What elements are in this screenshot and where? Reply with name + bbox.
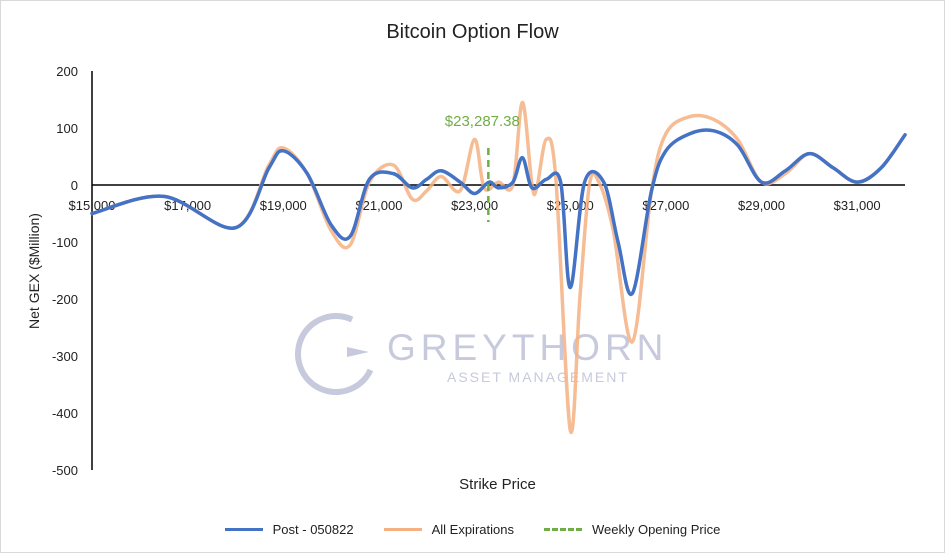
- watermark-arrow-icon: [347, 347, 369, 357]
- x-tick-label: $23,000: [451, 198, 498, 213]
- greythorn-watermark: GREYTHORN ASSET MANAGEMENT: [283, 301, 715, 407]
- weekly-opening-price-label: $23,287.38: [445, 113, 520, 130]
- watermark-sub: ASSET MANAGEMENT: [447, 369, 629, 385]
- x-tick-label: $15,000: [69, 198, 116, 213]
- x-tick-label: $19,000: [260, 198, 307, 213]
- x-tick-label: $21,000: [355, 198, 402, 213]
- legend: Post - 050822 All Expirations Weekly Ope…: [1, 522, 944, 537]
- legend-label-all: All Expirations: [431, 522, 514, 537]
- y-tick-label: -200: [52, 292, 78, 307]
- x-tick-label: $27,000: [642, 198, 689, 213]
- y-tick-label: -300: [52, 349, 78, 364]
- y-tick-label: 200: [56, 64, 78, 79]
- y-tick-label: -400: [52, 406, 78, 421]
- series-line-all-expirations: [90, 100, 907, 435]
- y-tick-label: -500: [52, 463, 78, 478]
- series-line-post-050822: [90, 128, 907, 297]
- legend-swatch-post: [224, 528, 263, 531]
- legend-label-weekly: Weekly Opening Price: [591, 522, 721, 537]
- watermark-brand: GREYTHORN: [387, 327, 669, 368]
- x-tick-label: $31,000: [834, 198, 881, 213]
- y-tick-label: -100: [52, 235, 78, 250]
- legend-item-post: Post - 050822: [224, 522, 354, 537]
- legend-swatch-all: [383, 528, 422, 531]
- x-axis-title: Strike Price: [459, 476, 536, 493]
- chart-title: Bitcoin Option Flow: [386, 21, 559, 43]
- y-axis-title: Net GEX ($Million): [26, 213, 42, 329]
- legend-swatch-weekly: [543, 528, 582, 531]
- legend-label-post: Post - 050822: [272, 522, 354, 537]
- legend-item-all: All Expirations: [383, 522, 514, 537]
- y-tick-label: 0: [71, 178, 78, 193]
- x-tick-label: $29,000: [738, 198, 785, 213]
- y-tick-label: 100: [56, 121, 78, 136]
- legend-item-weekly: Weekly Opening Price: [543, 522, 721, 537]
